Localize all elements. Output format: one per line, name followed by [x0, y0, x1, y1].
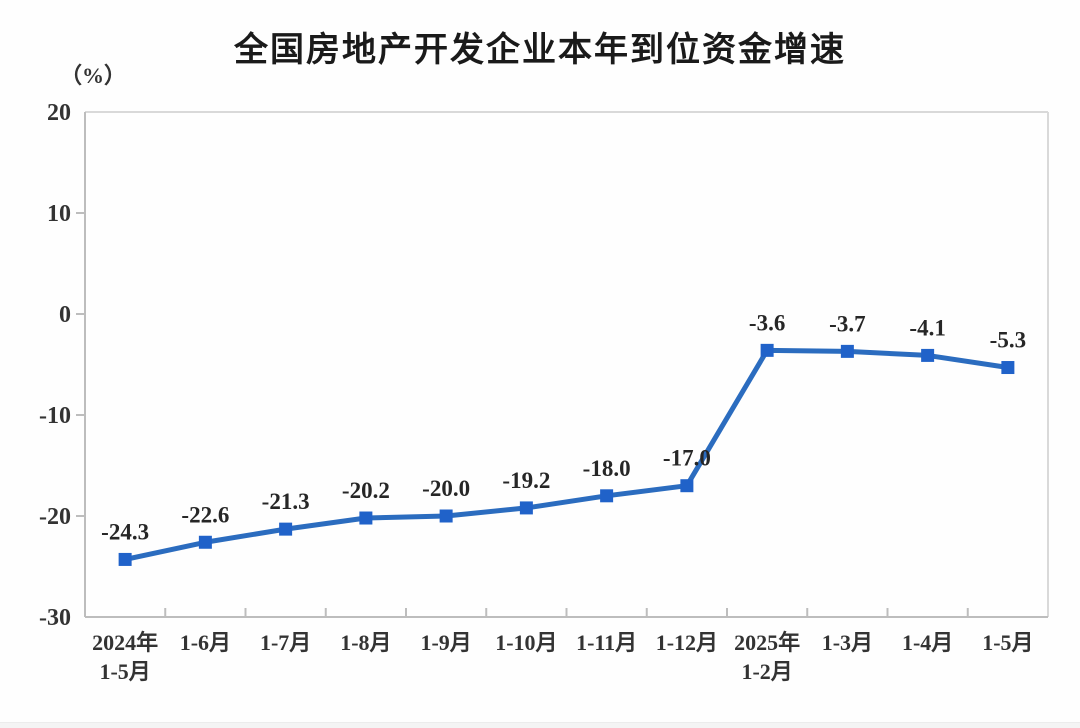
data-label: -3.6: [749, 310, 785, 335]
data-point-marker: [680, 479, 694, 493]
data-point-marker: [279, 522, 293, 536]
y-tick-label: 0: [59, 302, 71, 328]
x-axis-label: 1-6月: [180, 630, 231, 655]
y-tick-label: 10: [47, 201, 71, 227]
data-point-marker: [760, 343, 774, 357]
data-point-marker: [840, 344, 854, 358]
y-tick-label: -30: [39, 605, 71, 631]
x-axis-label: 1-3月: [822, 630, 873, 655]
data-point-marker: [198, 535, 212, 549]
data-point-marker: [921, 348, 935, 362]
x-axis-label: 1-9月: [420, 630, 471, 655]
data-label: -18.0: [583, 456, 631, 481]
y-axis-unit-label: （%）: [60, 63, 127, 88]
x-axis-label: 1-10月: [495, 630, 557, 655]
data-point-marker: [439, 509, 453, 523]
y-tick-label: 20: [47, 100, 71, 126]
data-line: [122, 347, 1011, 562]
data-label: -3.7: [829, 311, 865, 336]
x-axis-label: 1-7月: [260, 630, 311, 655]
y-tick-label: -20: [39, 504, 71, 530]
x-axis-label: 1-4月: [902, 630, 953, 655]
data-point-marker: [600, 489, 614, 503]
data-label: -19.2: [502, 468, 550, 493]
data-label: -17.0: [663, 446, 711, 471]
data-point-marker: [1001, 361, 1015, 375]
data-point-marker: [519, 501, 533, 515]
x-axis-label: 1-8月: [340, 630, 391, 655]
data-point-marker: [359, 511, 373, 525]
data-label: -21.3: [262, 489, 310, 514]
data-label: -5.3: [990, 328, 1026, 353]
data-label: -20.2: [342, 478, 390, 503]
data-label: -24.3: [101, 519, 149, 544]
bottom-edge-strip: [0, 722, 1080, 728]
x-axis-label: 2024年 1-5月: [92, 630, 158, 684]
x-axis-label: 1-12月: [656, 630, 718, 655]
x-axis-label: 1-5月: [982, 630, 1033, 655]
x-axis-label: 1-11月: [576, 630, 637, 655]
data-point-marker: [118, 552, 132, 566]
data-label: -4.1: [909, 315, 945, 340]
y-tick-label: -10: [39, 403, 71, 429]
x-axis-label: 2025年 1-2月: [734, 630, 800, 684]
data-label: -22.6: [181, 502, 229, 527]
chart-title: 全国房地产开发企业本年到位资金增速: [234, 31, 846, 69]
data-label: -20.0: [422, 476, 470, 501]
